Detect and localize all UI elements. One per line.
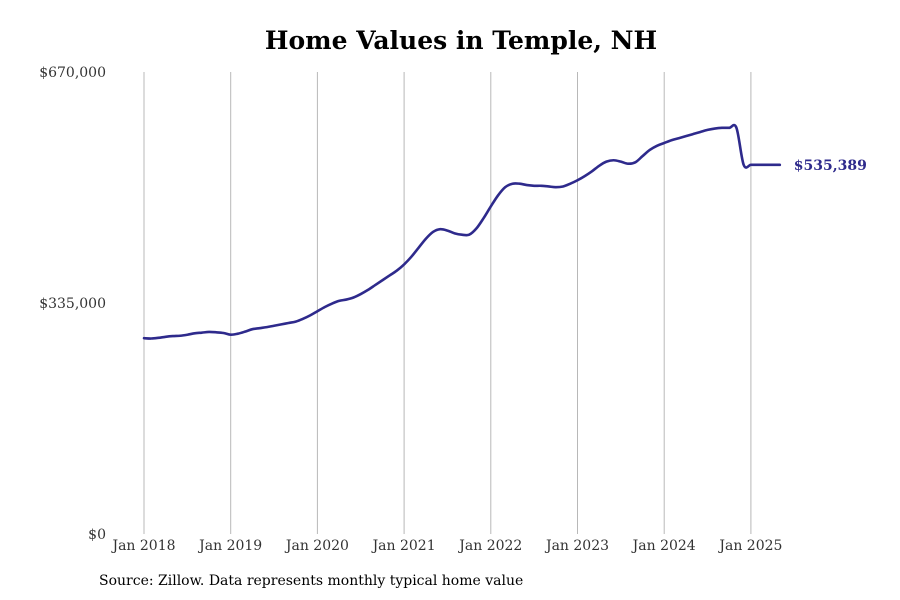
x-tick-label-7: Jan 2025 — [717, 538, 782, 554]
x-tick-label-0: Jan 2018 — [110, 538, 175, 554]
x-tick-label-6: Jan 2024 — [631, 538, 696, 554]
x-tick-label-3: Jan 2021 — [371, 538, 436, 554]
source-note: Source: Zillow. Data represents monthly … — [99, 573, 524, 589]
y-tick-label-2: $670,000 — [39, 65, 106, 81]
series-layer — [142, 123, 782, 340]
x-tick-label-4: Jan 2022 — [457, 538, 522, 554]
y-axis-tick-labels: $0 $335,000 $670,000 — [39, 65, 106, 543]
chart-title: Home Values in Temple, NH — [264, 26, 658, 55]
y-tick-label-1: $335,000 — [39, 296, 106, 312]
y-tick-label-0: $0 — [88, 527, 106, 543]
vertical-gridlines — [143, 72, 752, 534]
x-tick-label-2: Jan 2020 — [284, 538, 349, 554]
x-tick-label-1: Jan 2019 — [197, 538, 262, 554]
x-tick-label-5: Jan 2023 — [544, 538, 609, 554]
x-axis-tick-labels: Jan 2018 Jan 2019 Jan 2020 Jan 2021 Jan 2022… — [110, 538, 782, 554]
end-value-label: $535,389 — [794, 158, 867, 174]
end-value-label-layer: $535,389 — [794, 158, 867, 174]
series-line-0 — [142, 123, 782, 340]
